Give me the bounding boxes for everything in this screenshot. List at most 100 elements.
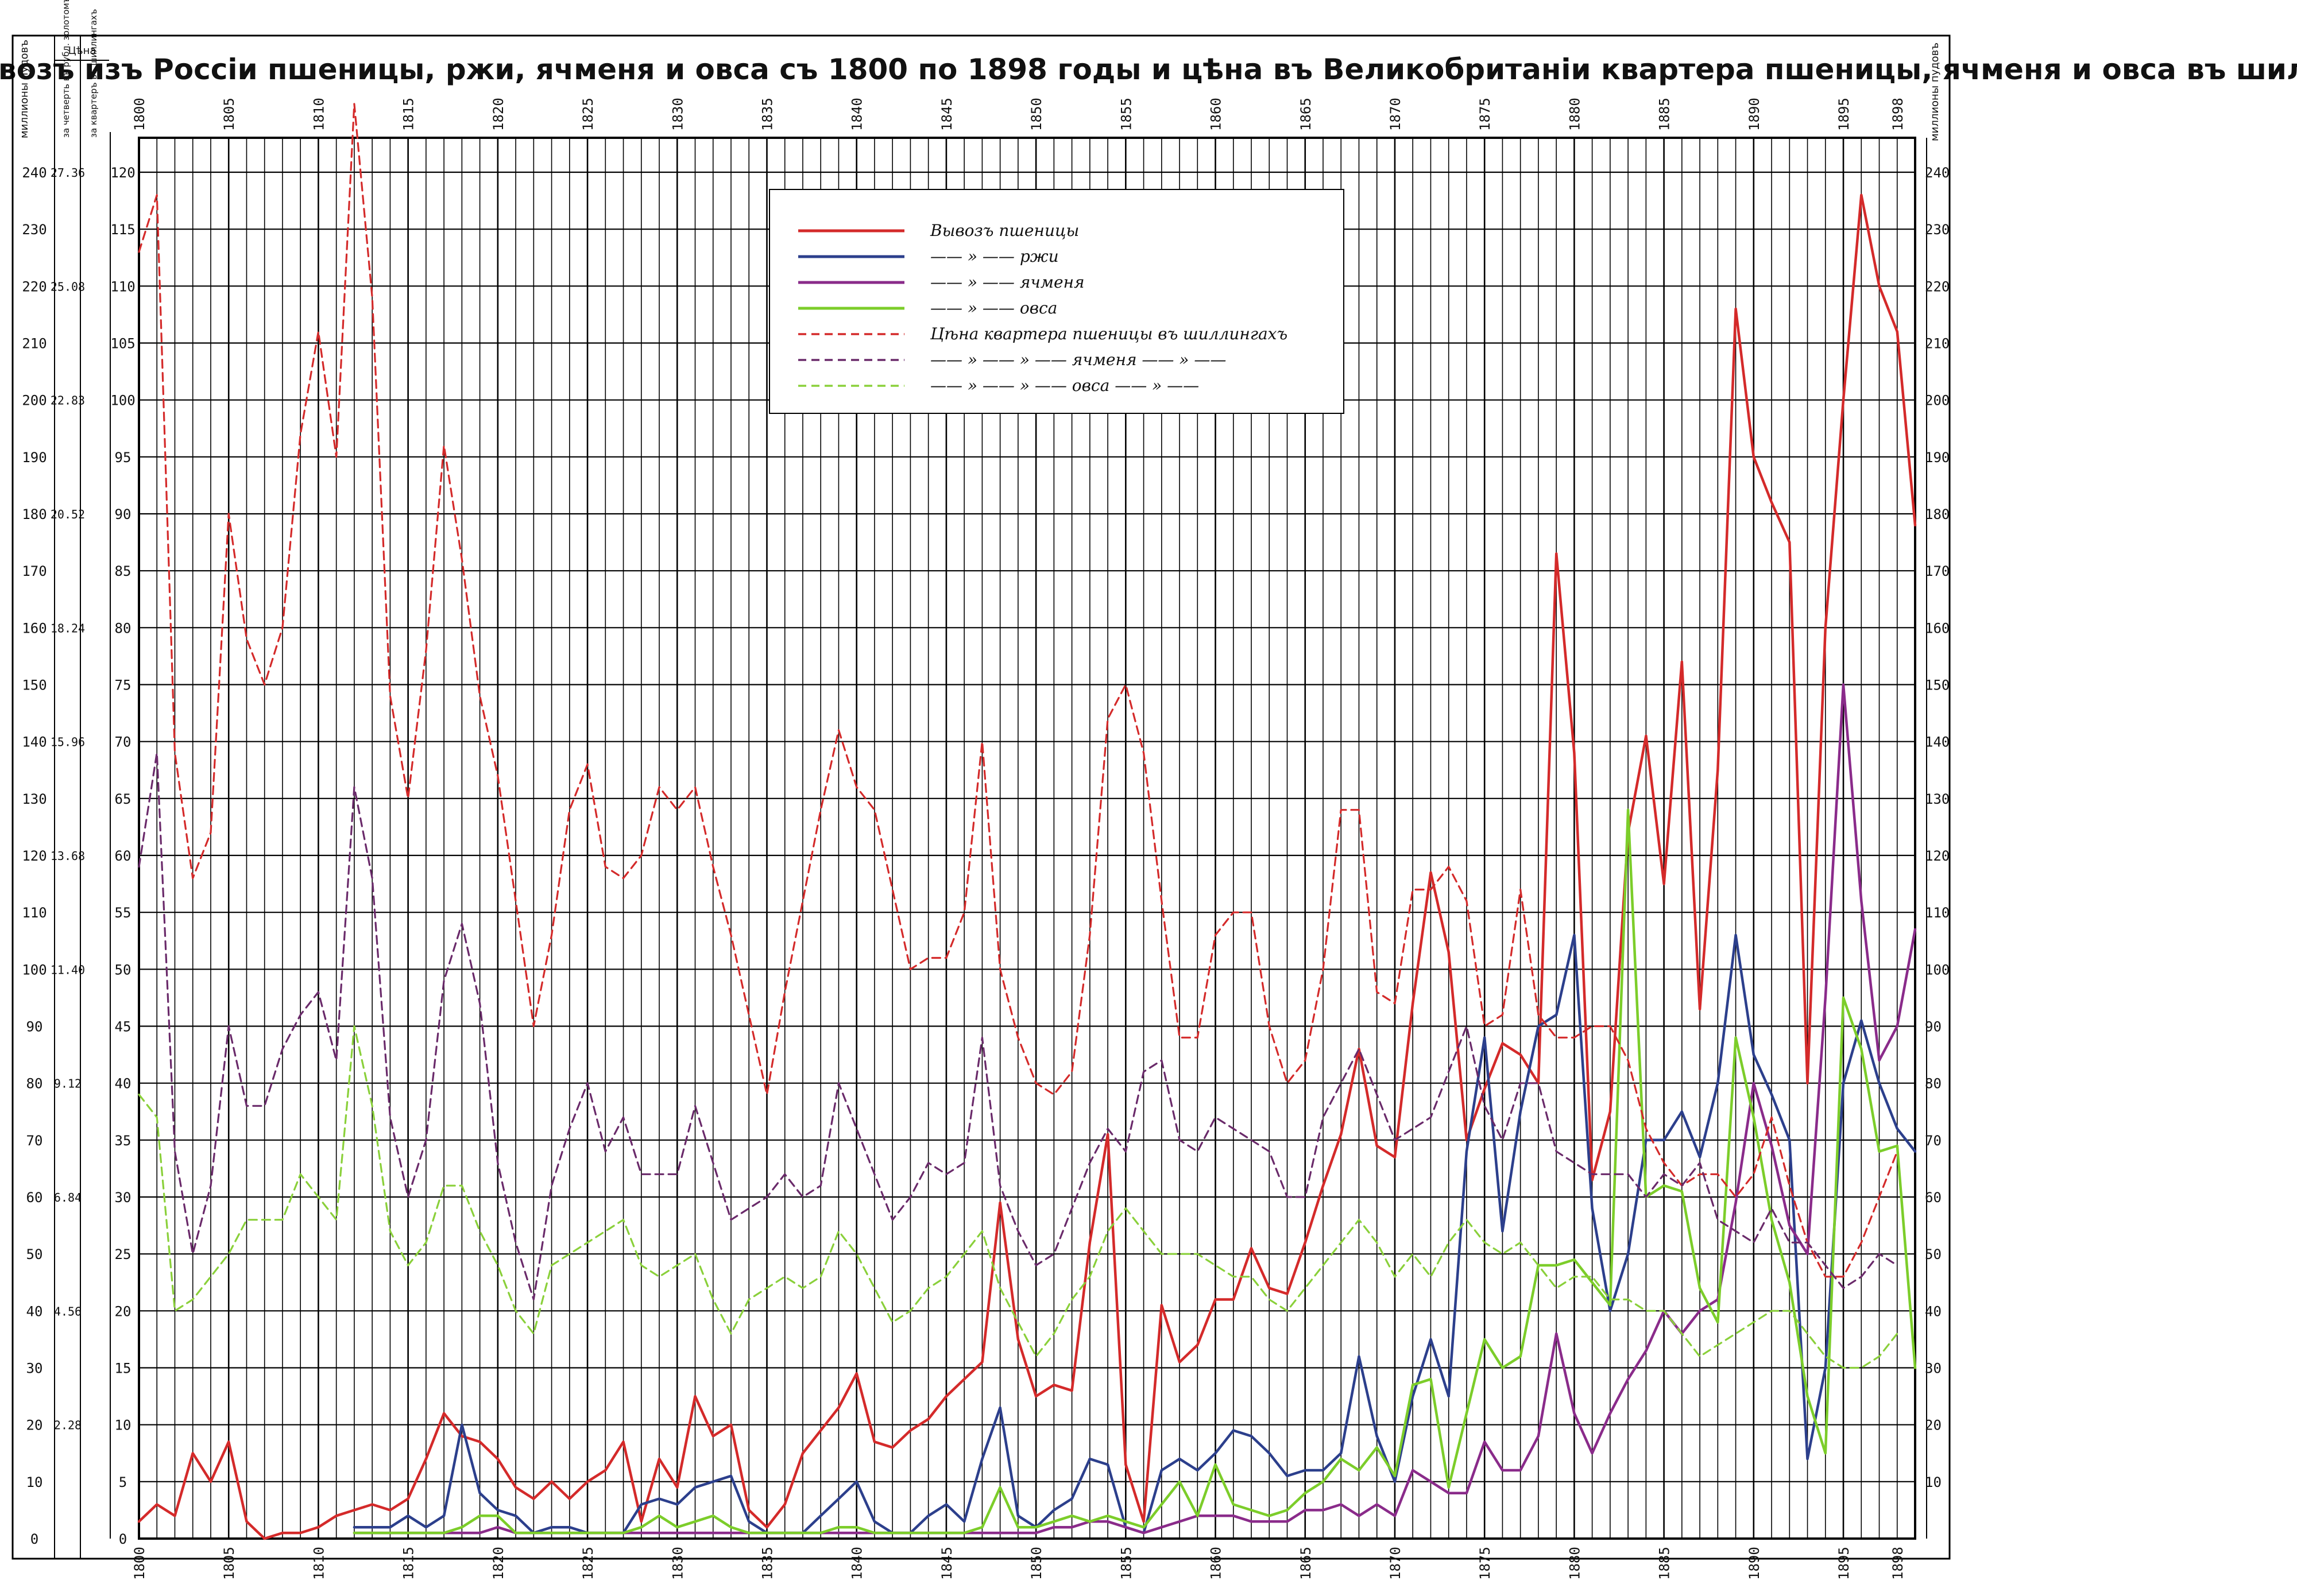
left-tick-label-shillings: 65 xyxy=(115,791,132,807)
left-tick-label-puds: 50 xyxy=(26,1246,43,1262)
left-tick-label-puds: 70 xyxy=(26,1133,43,1149)
series-line-1 xyxy=(137,193,1917,1540)
left-tick-label-shillings: 60 xyxy=(115,848,132,864)
left-tick-label-puds: 200 xyxy=(22,393,47,409)
x-tick-label-top: 1825 xyxy=(580,98,596,131)
left-tick-label-puds: 40 xyxy=(26,1303,43,1319)
x-tick-label-bottom: 1840 xyxy=(849,1547,865,1580)
x-tick-label-top: 1855 xyxy=(1118,98,1134,131)
left-tick-label-shillings: 100 xyxy=(110,393,135,409)
price-shillings-header: за квартеръ въ шиллингахъ xyxy=(88,9,99,138)
x-tick-label-top: 1810 xyxy=(311,98,327,131)
left-tick-label-shillings: 10 xyxy=(115,1417,132,1434)
legend-label: —— » —— » —— ячменя —— » —— xyxy=(930,350,1226,369)
legend-label: —— » —— » —— овса —— » —— xyxy=(930,376,1199,395)
right-tick-label-puds: 170 xyxy=(1925,563,1950,579)
left-tick-label-rubles: 4.56 xyxy=(54,1304,82,1318)
x-tick-label-bottom: 1805 xyxy=(221,1547,237,1580)
left-tick-label-rubles: 13.68 xyxy=(51,849,85,863)
right-tick-label-puds: 30 xyxy=(1925,1361,1942,1377)
legend-label: Цѣна квартера пшеницы въ шиллингахъ xyxy=(930,324,1287,343)
left-tick-label-shillings: 80 xyxy=(115,620,132,636)
x-tick-label-bottom: 1875 xyxy=(1477,1547,1493,1580)
left-tick-label-shillings: 40 xyxy=(115,1076,132,1092)
outer-border xyxy=(11,34,1951,1560)
left-tick-label-puds: 90 xyxy=(26,1019,43,1035)
left-tick-label-puds: 10 xyxy=(26,1474,43,1490)
x-tick-label-top: 1865 xyxy=(1298,98,1314,131)
left-tick-label-puds: 170 xyxy=(22,563,47,579)
left-tick-label-shillings: 20 xyxy=(115,1303,132,1319)
x-tick-label-top: 1860 xyxy=(1208,98,1224,131)
left-tick-label-puds: 220 xyxy=(22,278,47,295)
left-tick-label-shillings: 30 xyxy=(115,1190,132,1206)
x-tick-label-bottom: 1885 xyxy=(1657,1547,1673,1580)
left-tick-label-shillings: 45 xyxy=(115,1019,132,1035)
x-tick-label-bottom: 1815 xyxy=(401,1547,417,1580)
left-tick-label-puds: 180 xyxy=(22,506,47,522)
x-tick-label-bottom: 1800 xyxy=(132,1547,148,1580)
series-line-4 xyxy=(353,808,1917,1535)
x-tick-label-top: 1875 xyxy=(1477,98,1493,131)
x-tick-label-bottom: 1865 xyxy=(1298,1547,1314,1580)
left-tick-label-puds: 0 xyxy=(30,1531,38,1547)
right-tick-label-puds: 20 xyxy=(1925,1417,1942,1434)
right-axis-units-label: миллионы пудовъ xyxy=(1929,42,1941,141)
left-tick-label-shillings: 55 xyxy=(115,905,132,921)
right-tick-label-puds: 200 xyxy=(1925,393,1950,409)
x-tick-label-top: 1820 xyxy=(490,98,506,131)
left-tick-label-shillings: 5 xyxy=(119,1474,127,1490)
right-tick-label-puds: 230 xyxy=(1925,222,1950,238)
right-tick-label-puds: 120 xyxy=(1925,848,1950,864)
left-tick-label-puds: 190 xyxy=(22,450,47,466)
left-tick-label-shillings: 115 xyxy=(110,222,135,238)
x-tick-label-top: 1835 xyxy=(759,98,775,131)
left-tick-label-puds: 240 xyxy=(22,165,47,181)
right-tick-label-puds: 50 xyxy=(1925,1246,1942,1262)
series-line-5 xyxy=(138,103,1898,1278)
right-tick-label-puds: 90 xyxy=(1925,1019,1942,1035)
legend-label: —— » —— овса xyxy=(930,299,1057,317)
left-axis-units-label: миллионы пудовъ xyxy=(18,40,30,138)
x-tick-label-bottom: 1860 xyxy=(1208,1547,1224,1580)
x-tick-label-bottom: 1850 xyxy=(1028,1547,1045,1580)
left-tick-label-shillings: 50 xyxy=(115,962,132,978)
left-tick-label-puds: 100 xyxy=(22,962,47,978)
left-tick-label-shillings: 15 xyxy=(115,1361,132,1377)
x-tick-label-bottom: 1870 xyxy=(1387,1547,1403,1580)
x-tick-label-top: 1870 xyxy=(1387,98,1403,131)
right-tick-label-puds: 160 xyxy=(1925,620,1950,636)
right-tick-label-puds: 40 xyxy=(1925,1303,1942,1319)
left-tick-label-shillings: 75 xyxy=(115,677,132,694)
left-tick-label-puds: 120 xyxy=(22,848,47,864)
left-tick-label-puds: 140 xyxy=(22,734,47,750)
right-tick-label-puds: 180 xyxy=(1925,506,1950,522)
left-tick-label-puds: 110 xyxy=(22,905,47,921)
x-tick-label-bottom: 1825 xyxy=(580,1547,596,1580)
left-tick-label-rubles: 25.08 xyxy=(51,280,85,293)
x-tick-label-top: 1830 xyxy=(670,98,686,131)
left-tick-label-puds: 130 xyxy=(22,791,47,807)
right-tick-label-puds: 60 xyxy=(1925,1190,1942,1206)
x-tick-label-bottom: 1835 xyxy=(759,1547,775,1580)
x-tick-label-bottom: 1898 xyxy=(1890,1547,1906,1580)
right-tick-label-puds: 80 xyxy=(1925,1076,1942,1092)
right-tick-label-puds: 190 xyxy=(1925,450,1950,466)
left-tick-label-shillings: 105 xyxy=(110,336,135,352)
chart-title: XV. Вывозъ изъ Россіи пшеницы, ржи, ячме… xyxy=(0,53,2297,86)
left-tick-label-puds: 160 xyxy=(22,620,47,636)
legend-label: —— » —— ржи xyxy=(930,247,1059,266)
legend-label: Вывозъ пшеницы xyxy=(930,221,1079,240)
x-tick-label-bottom: 1880 xyxy=(1567,1547,1583,1580)
legend-label: —— » —— ячменя xyxy=(930,273,1085,292)
price-rubles-header: за четверть въ рубл. золотомъ xyxy=(61,0,71,138)
legend-box xyxy=(769,189,1344,414)
left-tick-label-rubles: 27.36 xyxy=(51,166,85,180)
left-tick-label-shillings: 85 xyxy=(115,563,132,579)
x-tick-label-top: 1800 xyxy=(132,98,148,131)
horizontal-gridlines xyxy=(139,171,1915,1540)
x-tick-label-bottom: 1855 xyxy=(1118,1547,1134,1580)
left-tick-label-shillings: 35 xyxy=(115,1133,132,1149)
price-header-label: Цѣна xyxy=(68,45,96,57)
